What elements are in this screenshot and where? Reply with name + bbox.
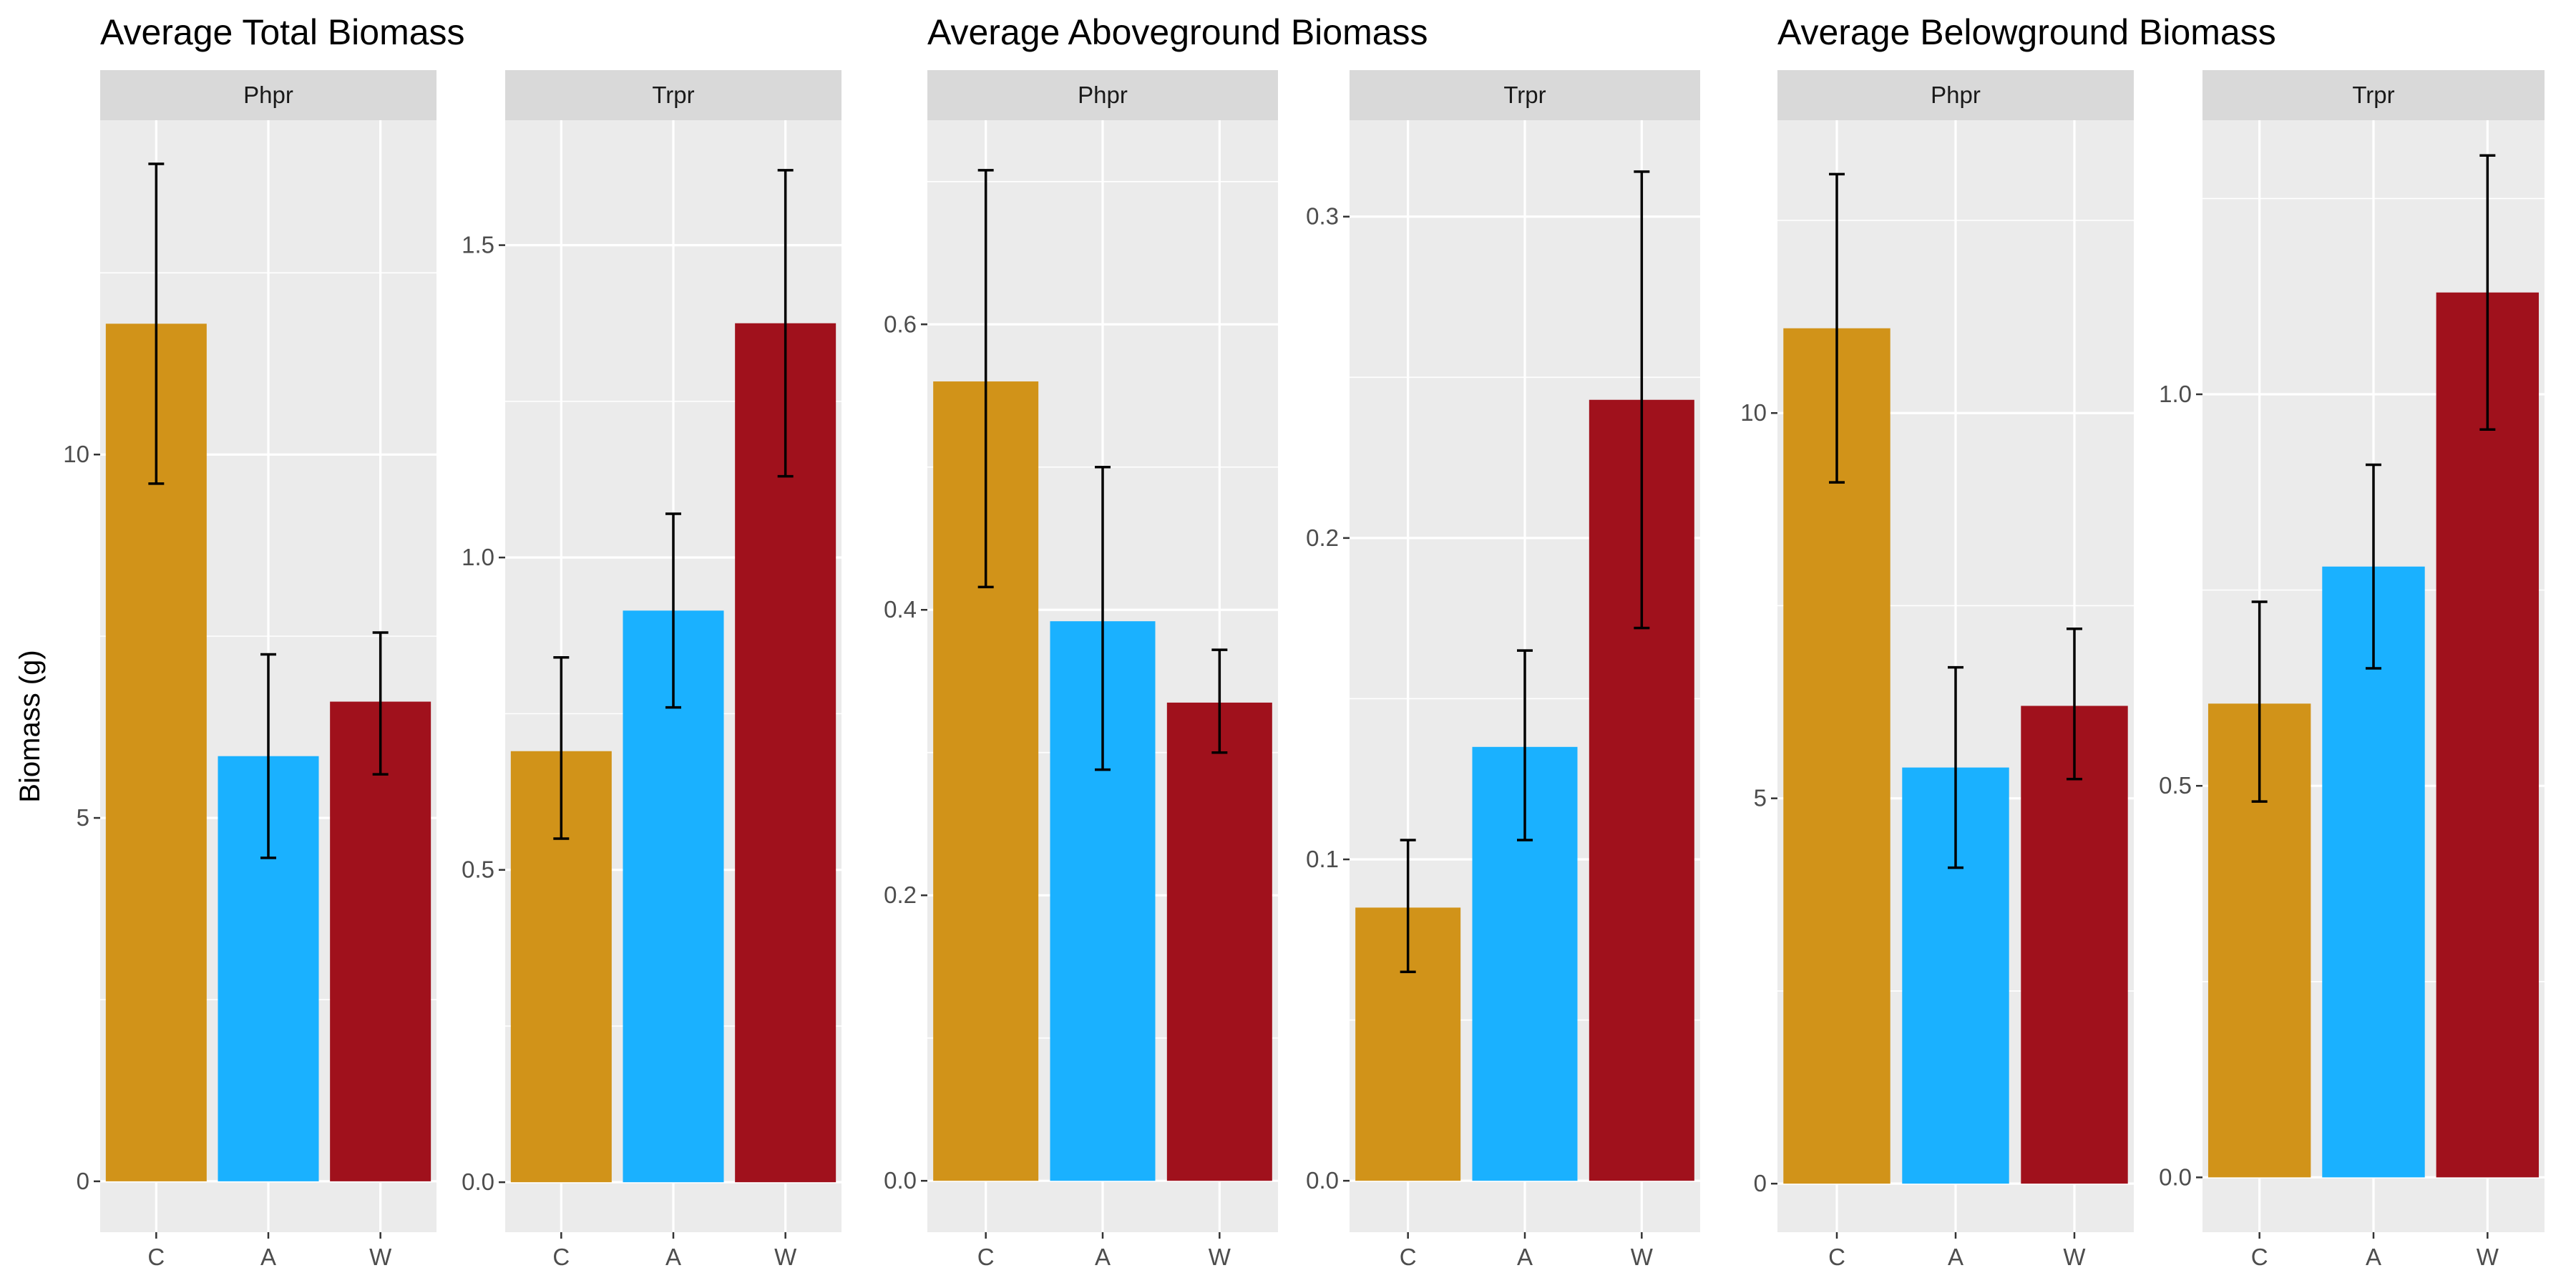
- plot-area: Average Total Biomass Phpr 0 5 10 C A W Trpr 0.0 0…: [63, 12, 2545, 1270]
- x-tick-label: W: [369, 1244, 392, 1270]
- y-tick-label: 0: [77, 1168, 89, 1194]
- error-bar-c: [1829, 172, 1845, 484]
- y-tick-label: 0.0: [884, 1167, 917, 1194]
- y-tick-label: 0.2: [884, 882, 917, 908]
- y-tick-label: 0.5: [2159, 772, 2192, 799]
- chart-2: Average Aboveground Biomass Phpr 0.0 0.2 0.4…: [884, 12, 1700, 1270]
- facet-strip-label: Phpr: [1078, 82, 1128, 108]
- error-bar-c: [553, 656, 570, 840]
- y-tick-label: 0.0: [2159, 1163, 2192, 1190]
- bar-w: [330, 701, 431, 1181]
- y-tick-label: 0.2: [1306, 525, 1339, 551]
- x-tick-label: A: [665, 1244, 681, 1270]
- y-tick-label: 0.1: [1306, 846, 1339, 872]
- error-bar-w: [372, 631, 389, 776]
- x-tick-label: W: [2477, 1244, 2499, 1270]
- y-tick-label: 0.0: [462, 1169, 494, 1195]
- facet-panel-phpr: Phpr 0 5 10 C A W: [1740, 70, 2134, 1270]
- facet-strip: [927, 70, 1278, 120]
- error-bar-w: [1634, 170, 1650, 630]
- error-bar-c: [1400, 839, 1416, 973]
- facet-strip: [2202, 70, 2545, 120]
- facet-panel-trpr: Trpr 0.0 0.1 0.2 0.3 C A W: [1306, 70, 1700, 1270]
- facet-strip: [1350, 70, 1700, 120]
- facet-panel-trpr: Trpr 0.0 0.5 1.0 C A W: [2159, 70, 2545, 1270]
- x-tick-label: W: [1209, 1244, 1231, 1270]
- x-tick-label: C: [977, 1244, 995, 1270]
- y-tick-label: 1.0: [2159, 381, 2192, 407]
- y-tick-label: 0.5: [462, 857, 494, 883]
- error-bar-c: [148, 162, 165, 485]
- facet-strip-label: Trpr: [652, 82, 694, 108]
- x-tick-label: A: [1095, 1244, 1111, 1270]
- facet-strip-label: Phpr: [1931, 82, 1981, 108]
- error-bar-w: [777, 169, 794, 478]
- error-bar-w: [1211, 648, 1228, 754]
- error-bar-w: [2067, 628, 2082, 781]
- y-tick-label: 10: [1740, 399, 1767, 426]
- x-tick-label: W: [2063, 1244, 2086, 1270]
- y-tick-label: 5: [77, 804, 89, 831]
- y-tick-label: 1.0: [462, 544, 494, 570]
- y-tick-label: 5: [1754, 785, 1767, 811]
- facet-strip: [505, 70, 841, 120]
- bar-w: [2021, 706, 2128, 1184]
- chart-1: Average Total Biomass Phpr 0 5 10 C A W Trpr 0.0 0…: [63, 12, 841, 1270]
- x-tick-label: A: [1948, 1244, 1963, 1270]
- error-bar-c: [2251, 600, 2268, 803]
- facet-strip: [100, 70, 436, 120]
- y-tick-label: 0.0: [1306, 1167, 1339, 1194]
- x-tick-label: W: [1631, 1244, 1654, 1270]
- x-tick-label: C: [147, 1244, 165, 1270]
- chart-title: Average Belowground Biomass: [1777, 12, 2276, 52]
- facet-strip-label: Trpr: [2352, 82, 2394, 108]
- x-tick-label: A: [2366, 1244, 2381, 1270]
- bar-w: [1166, 702, 1272, 1181]
- y-tick-label: 0.3: [1306, 203, 1339, 230]
- facet-panel-phpr: Phpr 0.0 0.2 0.4 0.6 C A W: [884, 70, 1278, 1270]
- x-tick-label: W: [774, 1244, 797, 1270]
- y-tick-label: 10: [63, 441, 89, 467]
- y-axis-label: Biomass (g): [14, 650, 46, 802]
- facet-panel-trpr: Trpr 0.0 0.5 1.0 1.5 C A W: [462, 70, 841, 1270]
- error-bar-a: [260, 653, 276, 859]
- error-bar-a: [2366, 463, 2381, 670]
- error-bar-c: [977, 169, 994, 589]
- error-bar-a: [665, 512, 681, 709]
- x-tick-label: C: [552, 1244, 570, 1270]
- bar-w: [2436, 292, 2540, 1178]
- error-bar-w: [2479, 154, 2496, 431]
- y-tick-label: 0.4: [884, 596, 917, 623]
- x-tick-label: C: [2251, 1244, 2268, 1270]
- error-bar-a: [1948, 665, 1963, 869]
- error-bar-a: [1095, 466, 1111, 771]
- error-bar-a: [1517, 649, 1533, 841]
- chart-title: Average Aboveground Biomass: [927, 12, 1428, 52]
- chart-title: Average Total Biomass: [100, 12, 465, 52]
- x-tick-label: A: [1517, 1244, 1533, 1270]
- facet-strip: [1777, 70, 2134, 120]
- facet-strip-label: Trpr: [1503, 82, 1546, 108]
- x-tick-label: A: [260, 1244, 276, 1270]
- y-tick-label: 1.5: [462, 232, 494, 258]
- x-tick-label: C: [1400, 1244, 1417, 1270]
- facet-strip-label: Phpr: [243, 82, 293, 108]
- facet-panel-phpr: Phpr 0 5 10 C A W: [63, 70, 436, 1270]
- y-tick-label: 0.6: [884, 311, 917, 337]
- y-tick-label: 0: [1754, 1170, 1767, 1196]
- x-tick-label: C: [1828, 1244, 1845, 1270]
